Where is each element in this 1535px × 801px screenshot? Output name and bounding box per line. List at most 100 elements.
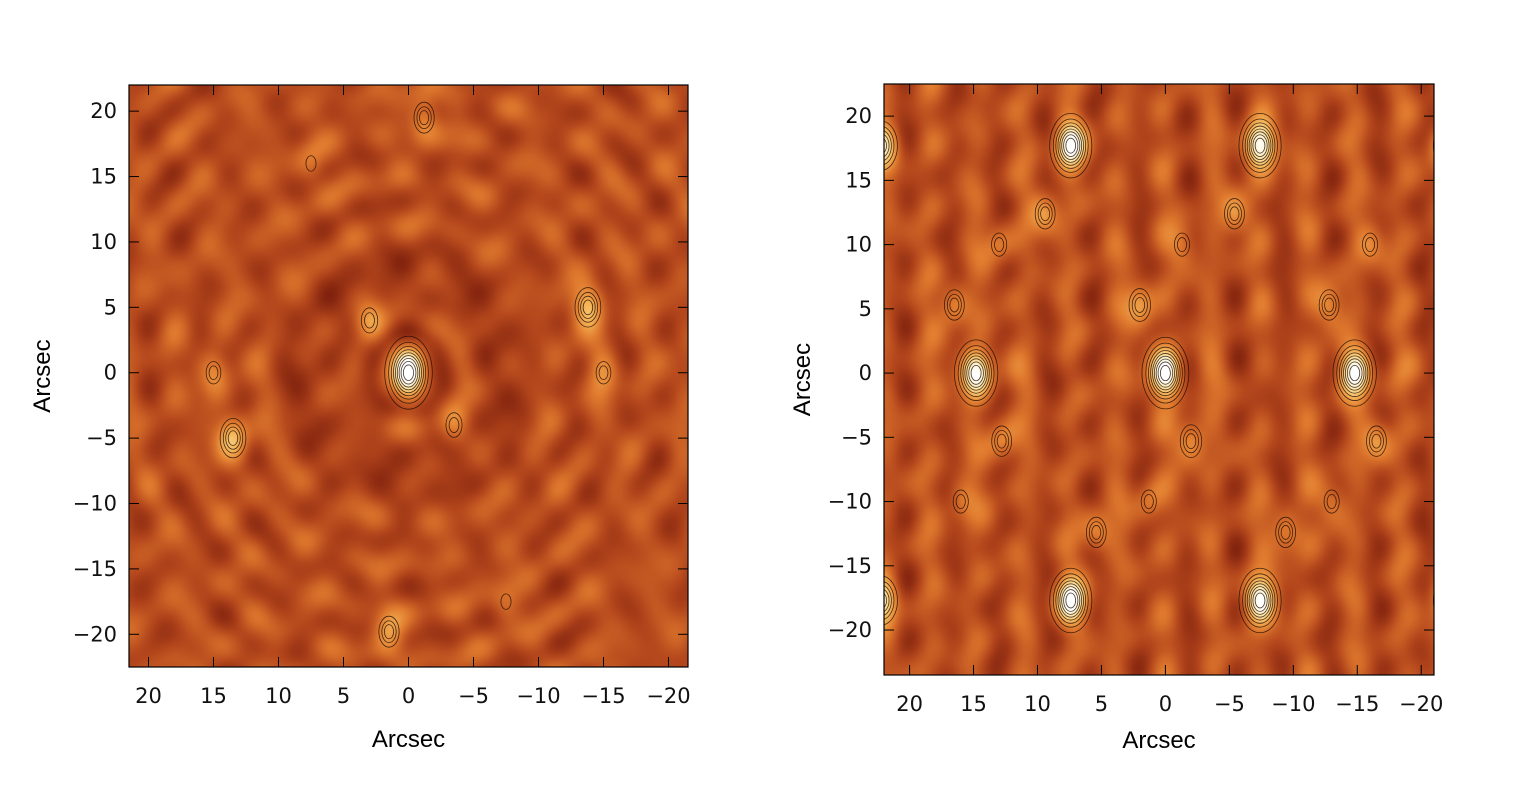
- contour-line: [1059, 583, 1083, 618]
- contour-line: [949, 297, 960, 313]
- x-tick-label: 20: [135, 684, 162, 708]
- contour-line: [1085, 516, 1107, 549]
- contour-line: [1140, 489, 1157, 514]
- contour-line: [1061, 131, 1081, 160]
- contour-line: [1227, 202, 1242, 225]
- contour-line: [378, 615, 400, 648]
- contour-line: [1444, 593, 1454, 609]
- contour-line: [1134, 297, 1146, 313]
- y-tick-label: 20: [845, 104, 872, 128]
- y-tick-label: −20: [828, 618, 872, 642]
- contour-line: [1229, 206, 1240, 222]
- contour-line: [1280, 525, 1291, 540]
- contour-line: [1362, 232, 1379, 257]
- contour-line: [574, 287, 602, 328]
- x-tick-label: 15: [200, 684, 227, 708]
- contour-line: [1088, 521, 1104, 544]
- contour-line: [384, 335, 433, 410]
- contour-line: [390, 345, 427, 400]
- y-tick-label: −5: [86, 426, 117, 450]
- contour-line: [416, 106, 432, 130]
- contour-line: [396, 355, 421, 391]
- y-tick-label: 15: [90, 165, 117, 189]
- contour-line: [1179, 424, 1203, 459]
- contour-line: [1343, 355, 1367, 391]
- contour-line: [884, 138, 887, 153]
- x-tick-label: −5: [1214, 692, 1245, 716]
- contour-line: [383, 624, 395, 640]
- contour-line: [1063, 589, 1079, 612]
- contour-line: [884, 121, 898, 171]
- contour-line: [884, 126, 895, 165]
- contour-line: [1341, 352, 1369, 394]
- contour-line: [966, 358, 986, 388]
- y-axis-title: Arcsec: [29, 339, 56, 412]
- contour-line: [393, 349, 424, 397]
- x-tick-label: −15: [1335, 692, 1379, 716]
- contour-line: [1248, 583, 1272, 618]
- contour-line: [884, 130, 892, 161]
- contour-line: [1254, 592, 1266, 609]
- x-tick-label: 15: [960, 692, 987, 716]
- contour-line: [395, 352, 422, 394]
- contour-line: [1442, 134, 1457, 157]
- contour-line: [1148, 346, 1183, 400]
- contour-line: [1049, 113, 1093, 179]
- contour-line: [398, 357, 419, 388]
- contour-line: [1250, 586, 1270, 615]
- contour-line: [884, 134, 890, 158]
- contour-line: [1242, 118, 1278, 173]
- contour-line: [1238, 113, 1282, 179]
- contour-line: [1065, 137, 1077, 154]
- contour-line: [222, 422, 244, 454]
- contour-line: [1055, 577, 1087, 624]
- left-panel: 20 15 10 5 0 −5 −10 −15 −20 20 15 10 5 0 −5 −10 −15 −20 Ar…: [29, 84, 691, 753]
- x-tick-label: 20: [896, 692, 923, 716]
- y-tick-label: −15: [73, 557, 117, 581]
- contour-group: [884, 113, 1462, 634]
- contour-line: [953, 339, 999, 407]
- contour-line: [1059, 128, 1083, 163]
- y-tick-label: 10: [845, 233, 872, 257]
- contour-line: [445, 412, 463, 438]
- contour-line: [1174, 232, 1191, 257]
- contour-line: [1141, 336, 1190, 410]
- contour-line: [884, 581, 895, 620]
- x-tick-label: −20: [1399, 692, 1443, 716]
- y-tick-label: −10: [73, 492, 117, 516]
- contour-line: [991, 232, 1008, 257]
- x-tick-label: 0: [1159, 692, 1172, 716]
- contour-line: [1131, 292, 1148, 318]
- contour-line: [1185, 433, 1197, 450]
- contour-line: [884, 585, 892, 616]
- y-tick-label: 5: [104, 295, 117, 319]
- contour-line: [960, 349, 992, 397]
- contour-line: [419, 110, 430, 126]
- contour-line: [1278, 521, 1294, 544]
- contour-line: [1275, 516, 1296, 549]
- contour-line: [1242, 573, 1278, 628]
- contour-line: [1366, 425, 1387, 457]
- x-tick-label: −5: [458, 684, 489, 708]
- y-tick-label: −5: [841, 425, 872, 449]
- contour-line: [957, 345, 995, 401]
- y-tick-label: 0: [104, 361, 117, 385]
- contour-line: [1049, 567, 1093, 634]
- contour-line: [1332, 339, 1377, 407]
- contour-line: [225, 426, 241, 450]
- contour-line: [500, 593, 512, 610]
- y-tick-label: 5: [859, 297, 872, 321]
- x-tick-label: −20: [646, 684, 690, 708]
- contour-line: [1437, 581, 1462, 619]
- contour-line: [1338, 349, 1371, 397]
- contour-line: [208, 365, 219, 380]
- contour-line: [1244, 577, 1276, 624]
- contour-line: [1057, 580, 1084, 621]
- contour-line: [1321, 293, 1337, 317]
- contour-line: [1182, 429, 1199, 454]
- contour-line: [1444, 138, 1454, 154]
- contour-line: [1246, 125, 1274, 166]
- contour-line: [1057, 125, 1084, 166]
- contour-line: [1155, 358, 1176, 388]
